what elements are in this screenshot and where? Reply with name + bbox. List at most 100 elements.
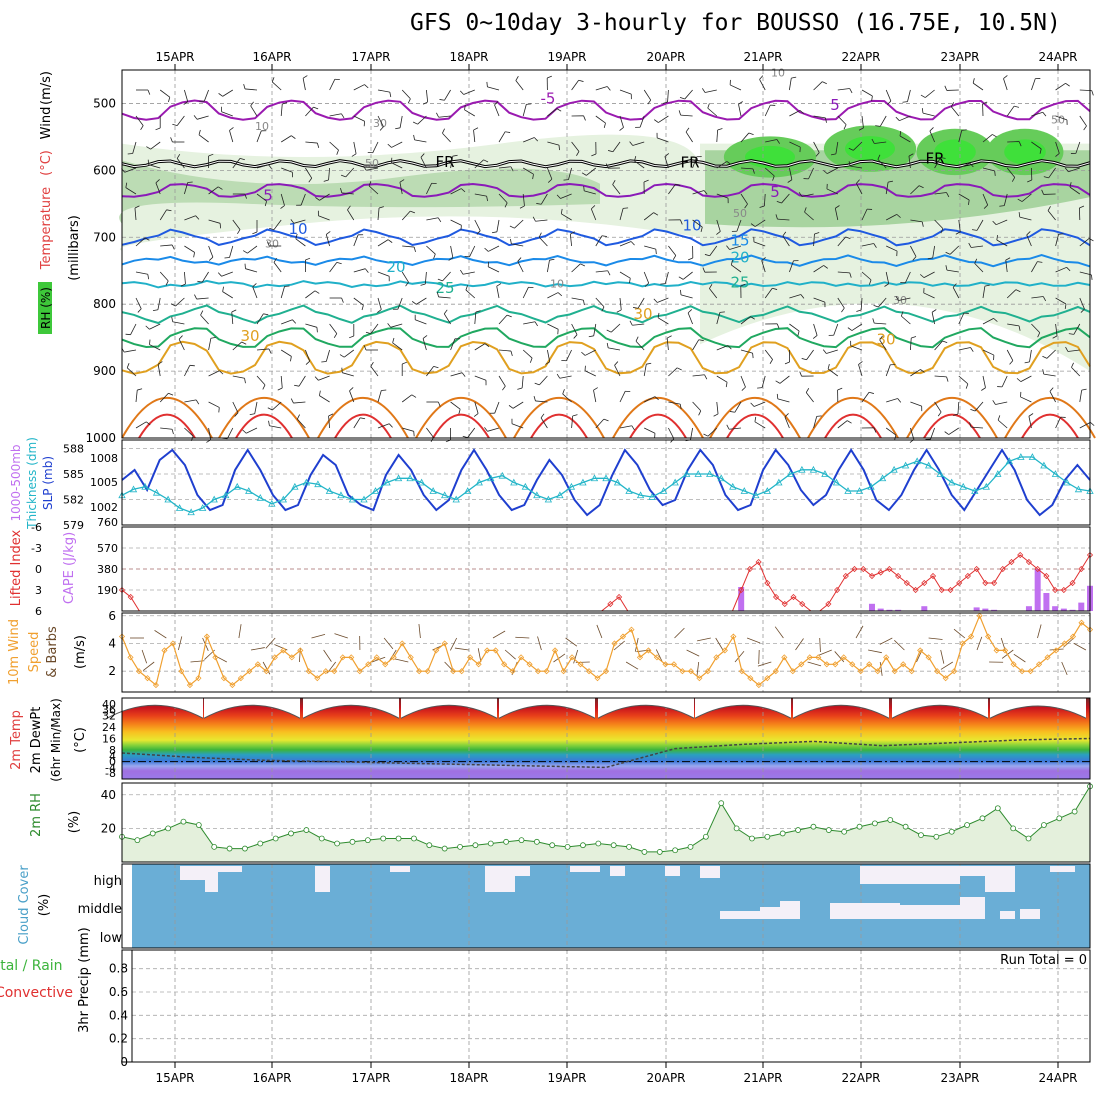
thickness-marker: [982, 482, 990, 490]
wind-barb: [226, 427, 234, 439]
wind-barb: [750, 223, 756, 227]
wind-barb: [827, 368, 839, 377]
wind-barb: [837, 115, 847, 125]
wind-barb: [784, 416, 790, 429]
wind-barb: [450, 338, 456, 351]
wind-barb: [198, 129, 201, 135]
wind-speed-marker: [942, 675, 949, 682]
wind-barb-10m: [696, 661, 700, 676]
lifted-index-marker: [1025, 558, 1033, 566]
lifted-index-marker: [991, 579, 998, 587]
wind-barb: [1016, 378, 1022, 382]
wind-speed-marker: [866, 661, 873, 668]
wind-barb: [267, 241, 270, 247]
wind-ylabel: Speed: [27, 632, 42, 673]
wind-barb: [643, 271, 650, 284]
rh-marker: [795, 827, 801, 833]
wind-barb: [703, 190, 708, 195]
cape-tick-label: 380: [97, 563, 118, 576]
wind-barb: [1083, 125, 1087, 131]
wind-barb: [305, 167, 313, 179]
wind-barb: [329, 323, 338, 334]
wind-barb: [921, 221, 924, 227]
wind-barb: [823, 265, 828, 269]
wind-speed-marker: [169, 640, 177, 647]
wind-barb: [578, 79, 584, 82]
wind-barb: [387, 143, 392, 148]
date-label-bottom: 21APR: [743, 1071, 782, 1085]
wind-barb: [370, 361, 374, 367]
wind-barb: [208, 153, 214, 157]
slp-tick-label: 760: [97, 516, 118, 529]
wind-barb: [929, 127, 934, 132]
thickness-marker: [440, 491, 449, 499]
wind-barb: [534, 382, 540, 386]
wind-barb: [709, 245, 718, 256]
wind-barb: [601, 306, 605, 312]
lifted-index-marker: [607, 600, 614, 608]
thickness-marker: [394, 474, 403, 482]
cape-bar: [1069, 609, 1076, 611]
wind-barb: [328, 413, 334, 417]
temperature-contour: [121, 327, 1091, 349]
lifted-index-marker: [1052, 586, 1059, 594]
wind-barb: [411, 301, 417, 305]
wind-barb: [923, 271, 935, 278]
wind-barb: [1031, 296, 1044, 299]
wind-speed-marker: [585, 668, 593, 675]
cape-ylabel: CAPE (J/kg): [62, 532, 77, 604]
wind-barb: [252, 286, 258, 299]
wind-barb: [612, 184, 621, 195]
wind-barb: [1079, 422, 1091, 429]
wind-barb: [365, 268, 369, 273]
wind-barb: [469, 245, 476, 257]
wind-barb: [438, 115, 451, 118]
wind-barb: [189, 364, 195, 367]
wind-barb: [547, 167, 553, 180]
wind-barb: [377, 309, 382, 313]
wind-barb: [573, 334, 578, 339]
thickness-marker: [337, 491, 345, 499]
rh-marker: [211, 843, 218, 850]
wind-barb: [581, 172, 587, 176]
wind-barb: [562, 389, 565, 395]
date-label-bottom: 24APR: [1038, 1071, 1077, 1085]
wind-barb: [326, 231, 331, 235]
cape-bar: [868, 603, 875, 611]
lifted-index-marker: [912, 586, 919, 594]
wind-barb: [1071, 367, 1081, 377]
wind-barb: [563, 179, 569, 181]
wind-barb: [353, 268, 366, 273]
lifted-index-marker: [929, 572, 937, 580]
wind-barb: [654, 119, 659, 123]
wind-barb: [363, 345, 367, 351]
wind-barb: [1031, 111, 1043, 117]
wind-barb: [871, 95, 873, 102]
wind-barb: [218, 93, 223, 97]
wind-barb: [256, 130, 262, 143]
wind-barb: [837, 88, 850, 91]
wind-speed-marker: [314, 675, 321, 682]
wind-barb: [363, 165, 367, 171]
wind-barb: [134, 205, 140, 209]
rh-marker: [180, 818, 187, 825]
wind-barb-10m: [477, 648, 482, 663]
rh-marker: [134, 837, 141, 844]
wind-barb: [498, 166, 511, 169]
wind-barb: [982, 318, 994, 325]
thickness-marker: [452, 495, 460, 503]
wind-barb: [390, 323, 403, 328]
wind-barb: [944, 431, 949, 435]
wind-barb: [442, 271, 451, 282]
wind-barb: [171, 429, 174, 435]
pressure-tick-label: 700: [93, 230, 116, 244]
wind-barb: [972, 78, 975, 84]
wind-barb: [1006, 289, 1017, 299]
wind-speed-marker: [1010, 661, 1017, 668]
wind-barb: [996, 234, 998, 241]
wind-barb: [849, 272, 852, 278]
wind-barb-10m: [573, 649, 579, 664]
wind-barb: [232, 401, 239, 413]
wind-barb: [729, 245, 742, 250]
wind-barb: [761, 257, 766, 261]
